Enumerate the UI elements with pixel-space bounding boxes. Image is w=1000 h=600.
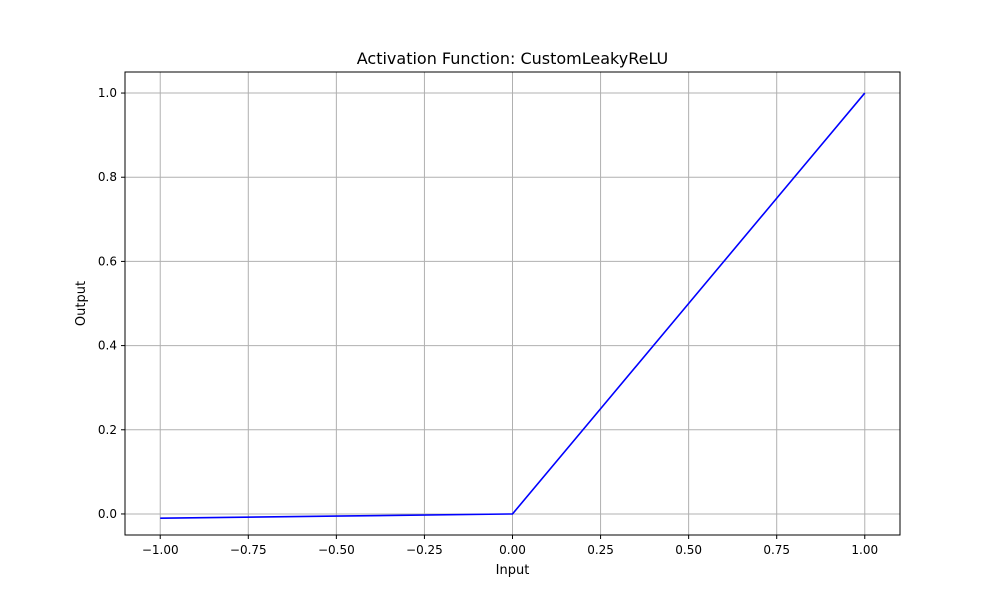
y-tick-label: 0.4 [98, 339, 117, 353]
y-tick-label: 0.6 [98, 254, 117, 268]
series-line [160, 92, 866, 519]
y-tick-label: 0.0 [98, 507, 117, 521]
series-layer [160, 92, 866, 519]
tick-layer: −1.00 −0.75 −0.50 −0.25 0.00 0.25 0.50 0.75 1.00… [98, 86, 878, 557]
x-tick-label: −0.50 [318, 543, 355, 557]
x-tick-label: 0.50 [675, 543, 702, 557]
grid-lines [125, 72, 900, 535]
chart-title: Activation Function: CustomLeakyReLU [357, 49, 669, 68]
x-tick-label: 0.75 [763, 543, 790, 557]
y-tick-label: 0.8 [98, 170, 117, 184]
x-tick-label: 0.25 [587, 543, 614, 557]
y-axis-label: Output [74, 281, 89, 326]
y-tick-label: 0.2 [98, 423, 117, 437]
x-axis-label: Input [496, 563, 530, 578]
x-tick-label: 1.00 [851, 543, 878, 557]
x-tick-label: −1.00 [142, 543, 179, 557]
x-tick-label: −0.25 [406, 543, 443, 557]
x-tick-label: −0.75 [230, 543, 267, 557]
x-tick-label: 0.00 [499, 543, 526, 557]
y-tick-label: 1.0 [98, 86, 117, 100]
